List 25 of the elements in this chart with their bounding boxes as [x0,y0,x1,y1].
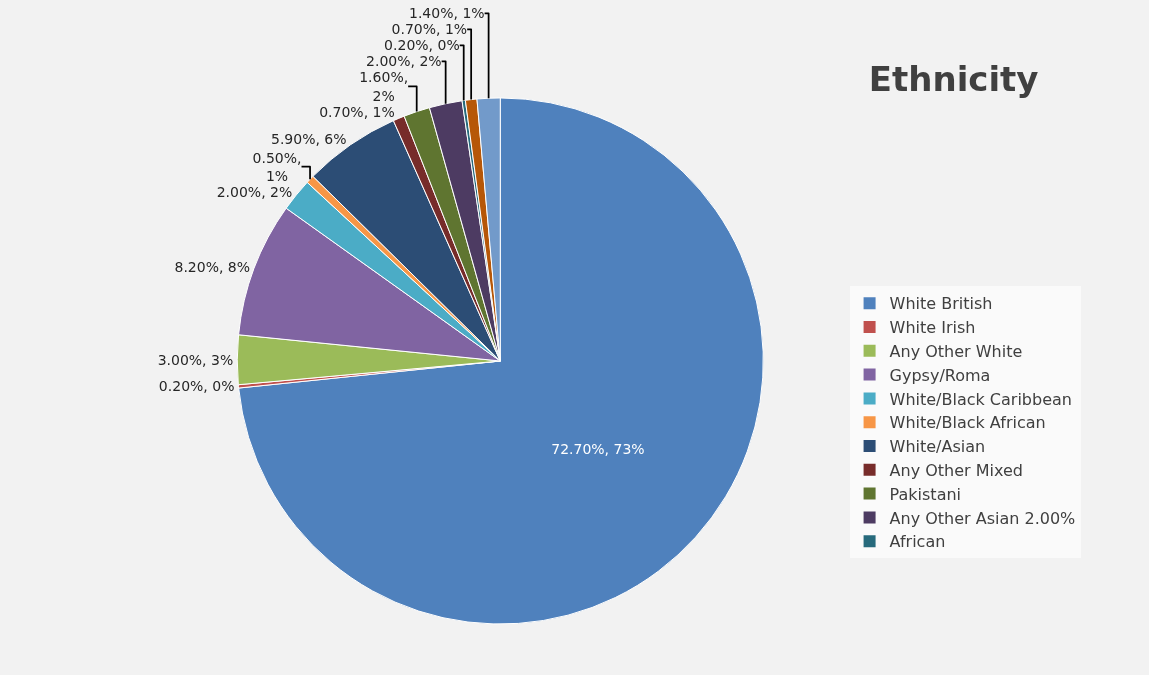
legend-label: White Irish [889,318,976,338]
data-label: 0.20%, 0% [384,37,460,54]
legend-label: African [889,532,946,552]
data-label: 3.00%, 3% [157,351,234,368]
legend-label: Any Other White [889,342,1023,362]
legend-label: Any Other Asian 2.00% [889,508,1076,528]
legend-label: White/Black African [889,413,1046,433]
legend-label: White/Black Caribbean [889,389,1072,409]
data-label: 0.70%, 1% [319,103,395,120]
data-label: 5.90%, 6% [270,131,347,148]
legend-label: White/Asian [889,437,986,457]
text: Ethnicity [868,59,1039,100]
legend-label: Any Other Mixed [889,461,1023,481]
legend-label: Pakistani [889,484,962,504]
data-label: 0.50%, 1% [252,149,302,184]
data-label: 1.60%, 2% [359,69,409,104]
data-label: 1.40%, 1% [409,5,485,22]
data-label: 8.20%, 8% [174,259,251,276]
data-label: 0.70%, 1% [391,21,468,38]
data-label: 72.70%, 73% [551,441,645,458]
data-label: 0.20%, 0% [158,378,235,395]
data-label: 2.00%, 2% [216,183,293,200]
data-label: 2.00%, 2% [366,53,442,70]
legend-label: Gypsy/Roma [889,365,991,385]
legend-label: White British [889,294,993,314]
